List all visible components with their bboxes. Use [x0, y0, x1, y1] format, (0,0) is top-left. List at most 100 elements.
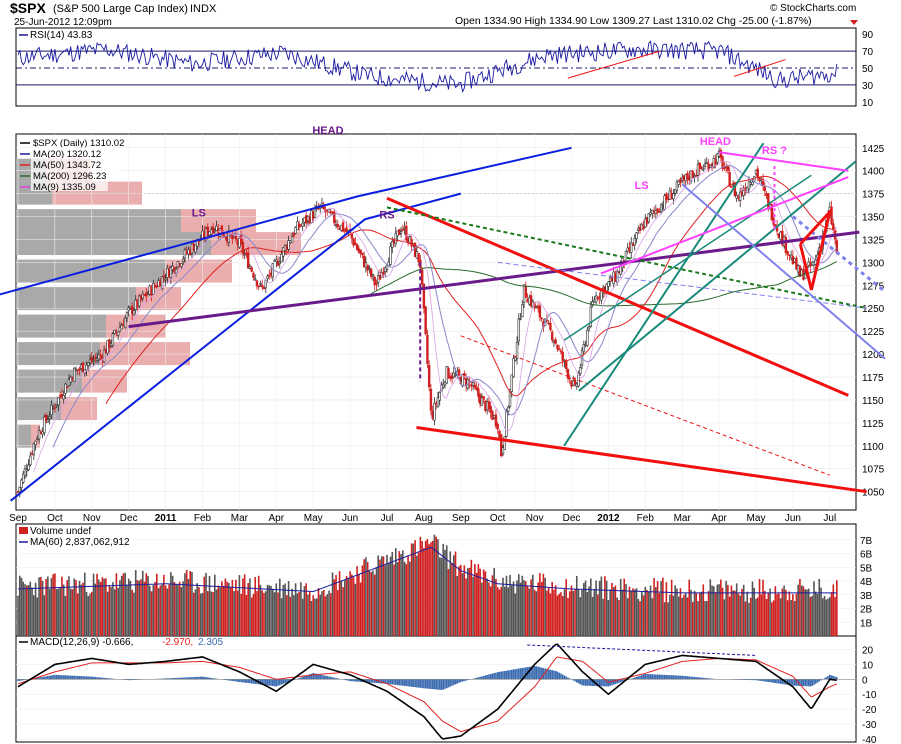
price-candle-body [32, 443, 36, 456]
volume-bar [402, 550, 404, 636]
price-candle-body [85, 364, 88, 371]
price-candle-body [118, 327, 122, 332]
price-candle-body [371, 274, 375, 277]
volume-bar [173, 582, 176, 636]
price-legend-entry: $SPX (Daily) 1310.02 [33, 138, 124, 149]
macd-histogram-bar [215, 678, 218, 680]
macd-histogram-bar [648, 674, 650, 680]
price-candle-body [183, 249, 187, 259]
volume-bar [444, 549, 446, 636]
macd-histogram-bar [660, 674, 662, 680]
macd-histogram-bar [584, 679, 587, 686]
macd-histogram-bar [763, 679, 766, 682]
volume-by-price-gray-bar [16, 259, 166, 283]
macd-histogram-bar [287, 679, 290, 682]
price-candle-body [795, 257, 798, 270]
macd-histogram-bar [458, 679, 460, 683]
volume-bar [184, 573, 186, 636]
volume-bar [583, 583, 585, 636]
volume-bar [33, 595, 35, 636]
macd-histogram-bar [560, 673, 562, 680]
volume-bar [25, 585, 28, 636]
macd-histogram-bar [690, 676, 692, 680]
volume-bar [454, 551, 457, 636]
macd-histogram-bar [307, 674, 309, 680]
x-tick-label: May [747, 513, 766, 524]
macd-histogram-bar [317, 674, 320, 680]
macd-histogram-bar [616, 679, 618, 684]
macd-histogram-bar [382, 679, 385, 684]
volume-bar [126, 584, 128, 636]
price-candle-body [354, 242, 357, 246]
macd-histogram-bar [435, 679, 437, 690]
volume-bar [372, 570, 374, 636]
macd-histogram-bar [437, 679, 439, 690]
volume-legend: Volume undef [30, 526, 91, 537]
macd-histogram-bar [83, 676, 86, 680]
macd-histogram-bar [834, 676, 836, 680]
macd-histogram-bar [315, 673, 318, 680]
macd-histogram-bar [201, 676, 204, 680]
price-candle-body [730, 186, 733, 188]
price-candle-body [512, 358, 515, 378]
price-candle-body [436, 397, 440, 407]
macd-histogram-bar [275, 679, 278, 687]
macd-histogram-bar [129, 679, 132, 681]
price-legend-entry: MA(200) 1296.23 [33, 171, 106, 182]
volume-bar [80, 584, 83, 636]
macd-histogram-bar [813, 679, 815, 685]
price-candle-body [471, 382, 475, 386]
macd-histogram-bar [345, 679, 348, 681]
price-candle-body [243, 253, 246, 256]
volume-bar [106, 591, 109, 636]
volume-bar [635, 588, 638, 636]
price-candle-body [505, 410, 508, 437]
macd-histogram-bar [451, 679, 453, 686]
price-candle-body [48, 416, 51, 419]
volume-bar [247, 582, 249, 636]
macd-histogram-bar [456, 679, 459, 684]
price-candle-body [155, 285, 159, 288]
price-candle-body [417, 252, 420, 263]
volume-bar [832, 584, 835, 636]
volume-bar [419, 536, 422, 636]
volume-bar [273, 592, 276, 636]
macd-histogram-bar [744, 679, 747, 680]
macd-histogram-bar [428, 679, 430, 689]
macd-histogram-bar [707, 678, 710, 680]
volume-bar [721, 587, 724, 636]
volume-bar [465, 578, 467, 636]
price-candle-body [695, 175, 698, 177]
volume-bar [82, 582, 84, 636]
macd-histogram-bar [563, 675, 566, 680]
macd-histogram-bar [106, 678, 109, 680]
price-candle-body [43, 416, 46, 434]
volume-bar [756, 597, 759, 636]
macd-histogram-bar [372, 679, 374, 683]
macd-y-tick-label: -20 [862, 705, 877, 716]
volume-bar [707, 591, 710, 636]
volume-bar [282, 585, 285, 636]
volume-bar [356, 566, 358, 636]
macd-histogram-bar [607, 679, 610, 687]
volume-bar [303, 586, 306, 636]
volume-bar [291, 588, 293, 636]
volume-bar [438, 557, 441, 636]
price-candle-body [565, 360, 568, 369]
x-tick-label: 2011 [155, 513, 177, 524]
volume-bar [171, 575, 174, 636]
volume-bar [178, 581, 181, 636]
price-candle-body [658, 211, 661, 213]
macd-histogram-bar [391, 679, 394, 685]
macd-histogram-bar [618, 679, 620, 683]
volume-bar [547, 587, 550, 636]
macd-histogram-bar [683, 675, 685, 680]
macd-histogram-bar [344, 679, 346, 680]
macd-histogram-bar [517, 668, 520, 680]
macd-histogram-bar [131, 679, 134, 681]
volume-bar [182, 581, 184, 636]
price-candle-body [700, 167, 703, 169]
volume-bar [312, 595, 314, 636]
price-candle-body [57, 397, 60, 406]
macd-histogram-bar [240, 679, 242, 683]
